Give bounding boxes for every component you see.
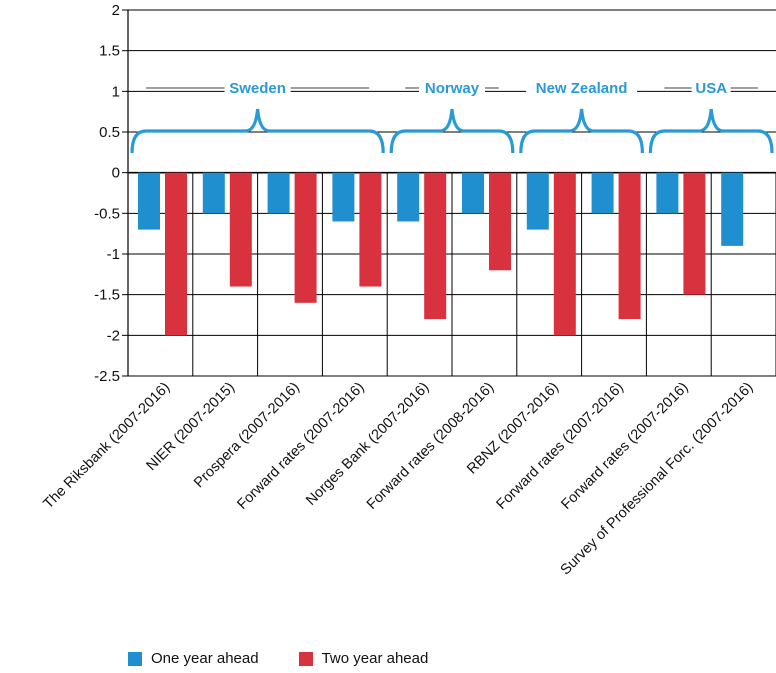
x-tick-label: Prospera (2007-2016) <box>191 380 303 492</box>
bar-two-year <box>359 172 382 287</box>
bar-two-year <box>424 172 447 320</box>
y-tick-label: -2 <box>107 327 120 344</box>
x-tick-label: The Riksbank (2007-2016) <box>41 380 174 513</box>
bar-two-year <box>683 172 706 295</box>
bar-two-year <box>553 172 576 336</box>
bar-one-year <box>721 172 744 246</box>
group-label: Norway <box>425 80 480 97</box>
x-axis-labels: The Riksbank (2007-2016)NIER (2007-2015)… <box>41 380 757 579</box>
legend-swatch-two-year <box>298 651 313 666</box>
bar-one-year <box>656 172 679 214</box>
bar-one-year <box>332 172 355 222</box>
bar-one-year <box>591 172 614 214</box>
group-bracket <box>648 108 774 154</box>
legend-item-one-year: One year ahead <box>128 650 259 667</box>
bar-one-year <box>462 172 484 214</box>
y-tick-label: 1 <box>112 83 120 100</box>
y-tick-label: -2.5 <box>94 368 120 385</box>
group-bracket <box>519 108 644 154</box>
group-brackets: Sweden Norway New Zealand USA <box>130 77 774 154</box>
bar-two-year <box>165 172 187 336</box>
legend-label-two-year: Two year ahead <box>321 650 429 667</box>
bars <box>138 172 744 336</box>
group-bracket <box>389 108 515 154</box>
group-label: Sweden <box>229 80 286 97</box>
group-label: USA <box>695 80 727 97</box>
x-tick-label: Forward rates (2007-2016) <box>558 380 691 513</box>
group-label-bg <box>224 77 291 97</box>
legend-item-two-year: Two year ahead <box>298 650 429 667</box>
y-tick-label: 0 <box>112 165 120 182</box>
legend-label-one-year: One year ahead <box>151 650 259 667</box>
group-bracket <box>130 108 385 154</box>
bar-one-year <box>138 172 160 230</box>
axes <box>127 10 776 376</box>
bar-two-year <box>229 172 252 287</box>
bar-one-year <box>267 172 290 214</box>
group-label-bg <box>691 77 731 97</box>
x-tick-label: Forward rates (2008-2016) <box>364 380 497 513</box>
bar-two-year <box>489 172 511 271</box>
x-tick-label: Norges Bank (2007-2016) <box>303 380 432 509</box>
y-tick-label: -1.5 <box>94 287 120 304</box>
y-tick-label: 0.5 <box>99 124 120 141</box>
y-tick-label: 2 <box>112 2 120 19</box>
y-tick-label: 1.5 <box>99 43 120 60</box>
bar-one-year <box>526 172 549 230</box>
y-axis-ticks: 2 1.5 1 0.5 0 -0.5 -1 -1.5 -2 -2.5 <box>94 2 128 385</box>
legend-swatch-one-year <box>128 651 142 666</box>
y-tick-label: -1 <box>107 246 120 263</box>
group-label-bg <box>526 77 638 97</box>
bar-one-year <box>397 172 420 222</box>
bar-one-year <box>202 172 225 214</box>
bar-two-year <box>294 172 317 303</box>
bar-two-year <box>618 172 641 320</box>
y-tick-label: -0.5 <box>94 205 120 222</box>
x-tick-label: Forward rates (2007-2016) <box>494 380 627 513</box>
group-label: New Zealand <box>536 80 628 97</box>
group-label-bg <box>419 77 485 97</box>
x-tick-label: Forward rates (2007-2016) <box>234 380 367 513</box>
legend: One year ahead Two year ahead <box>128 650 428 667</box>
